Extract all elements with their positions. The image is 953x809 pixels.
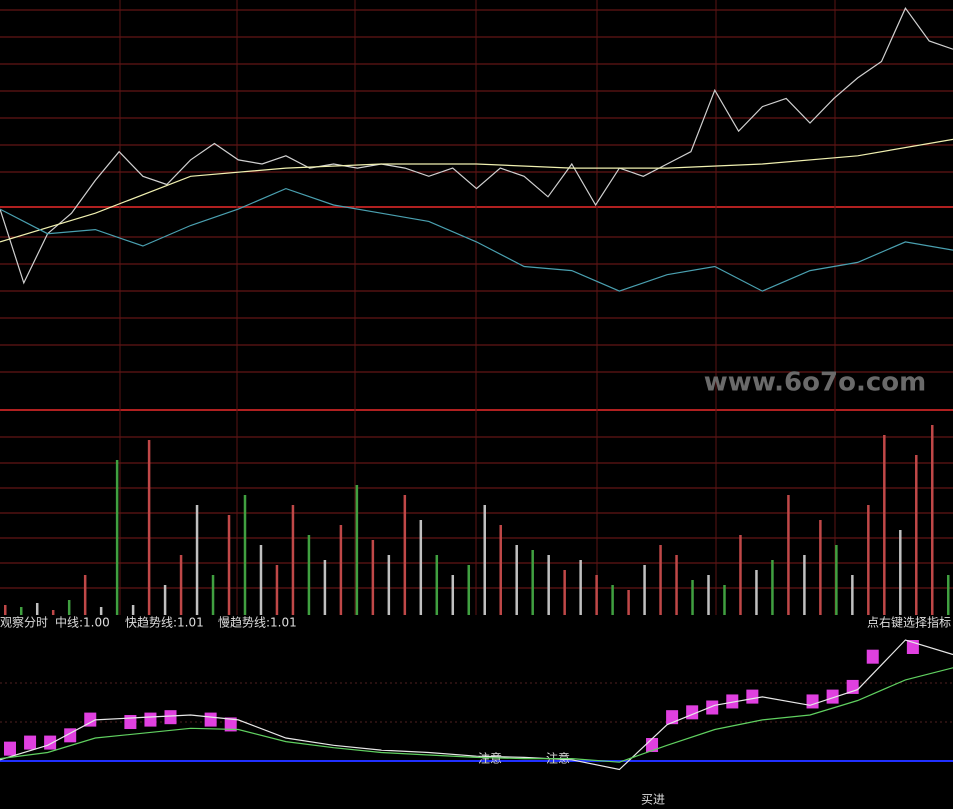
volume-bar xyxy=(51,610,55,615)
series-line xyxy=(0,187,953,292)
volume-bar xyxy=(451,575,455,615)
volume-bar xyxy=(307,535,311,615)
indicator-bar xyxy=(726,694,739,709)
volume-bar xyxy=(435,555,439,615)
volume-bar xyxy=(147,440,151,615)
volume-bar xyxy=(483,505,486,615)
volume-bar xyxy=(851,575,854,615)
volume-bar xyxy=(915,455,918,615)
volume-bar xyxy=(867,505,870,615)
indicator-bar xyxy=(706,700,719,715)
volume-bar xyxy=(19,607,23,615)
volume-bar xyxy=(259,545,263,615)
volume-bar xyxy=(659,545,662,615)
hint: 点右键选择指标 xyxy=(867,615,951,630)
volume-bar xyxy=(387,555,391,615)
volume-bar xyxy=(275,565,279,615)
indicator-bar xyxy=(204,712,217,727)
volume-bar xyxy=(739,535,742,615)
volume-bar xyxy=(771,560,774,615)
volume-bar xyxy=(4,605,7,615)
annotation: 买进 xyxy=(641,793,665,807)
volume-bar xyxy=(643,565,646,615)
volume-bar xyxy=(211,575,215,615)
indicator-bar xyxy=(866,649,879,664)
indicator-bar xyxy=(84,712,97,727)
volume-bar xyxy=(467,565,471,615)
volume-bar xyxy=(339,525,343,615)
series-line xyxy=(0,639,953,771)
indicator-bar xyxy=(44,735,57,750)
volume-bar xyxy=(323,560,327,615)
volume-bar xyxy=(579,560,582,615)
indicator-bar xyxy=(124,715,137,730)
volume-bar xyxy=(531,550,534,615)
volume-bar xyxy=(883,435,886,615)
series-line xyxy=(0,138,953,243)
volume-bar xyxy=(35,603,39,615)
volume-bar xyxy=(371,540,375,615)
volume-bar xyxy=(179,555,183,615)
volume-bar xyxy=(627,590,630,615)
indicator-bar xyxy=(224,717,237,732)
volume-bar xyxy=(163,585,167,615)
volume-bar xyxy=(835,545,838,615)
indicator-bar xyxy=(24,735,37,750)
mid-line-label: 中线:1.00 xyxy=(55,615,110,630)
volume-bar xyxy=(707,575,710,615)
volume-bar xyxy=(691,580,694,615)
volume-bar xyxy=(115,460,119,615)
volume-bar xyxy=(499,525,502,615)
indicator-bar xyxy=(746,689,759,704)
indicator-bar xyxy=(4,741,16,756)
indicator-name: 观察分时 xyxy=(0,616,48,630)
volume-bar xyxy=(547,555,550,615)
volume-bar xyxy=(195,505,199,615)
series-line xyxy=(0,667,953,763)
grid xyxy=(0,0,953,723)
volume-bar xyxy=(595,575,598,615)
volume-bar xyxy=(83,575,87,615)
series-line xyxy=(0,7,953,285)
volume-bar xyxy=(723,585,726,615)
indicator-bar xyxy=(666,710,679,725)
indicator-bar xyxy=(826,689,839,704)
volume-bar xyxy=(931,425,934,615)
volume-bar xyxy=(755,570,758,615)
indicator-bar xyxy=(144,712,157,727)
fast-line-label: 快趋势线:1.01 xyxy=(125,616,204,630)
volume-bar xyxy=(787,495,790,615)
watermark: www.6o7o.com xyxy=(704,368,926,398)
volume-bar xyxy=(67,600,71,615)
volume-bar xyxy=(563,570,566,615)
volume-bar xyxy=(291,505,295,615)
volume-bar xyxy=(611,585,614,615)
slow-line-label: 慢趋势线:1.01 xyxy=(218,616,297,630)
volume-bar xyxy=(947,575,950,615)
volume-bar xyxy=(899,530,902,615)
volume-bar xyxy=(403,495,407,615)
indicator-bar xyxy=(646,738,659,753)
volume-bar xyxy=(355,485,359,615)
volume-bar xyxy=(675,555,678,615)
volume-bar xyxy=(99,607,103,615)
volume-bar xyxy=(227,515,231,615)
indicator-bar xyxy=(164,710,177,725)
volume-bar xyxy=(819,520,822,615)
volume-bar xyxy=(419,520,423,615)
volume-bar xyxy=(131,605,135,615)
volume-bar xyxy=(515,545,518,615)
volume-bar xyxy=(803,555,806,615)
indicator-bar xyxy=(806,694,819,709)
volume-bar xyxy=(243,495,247,615)
